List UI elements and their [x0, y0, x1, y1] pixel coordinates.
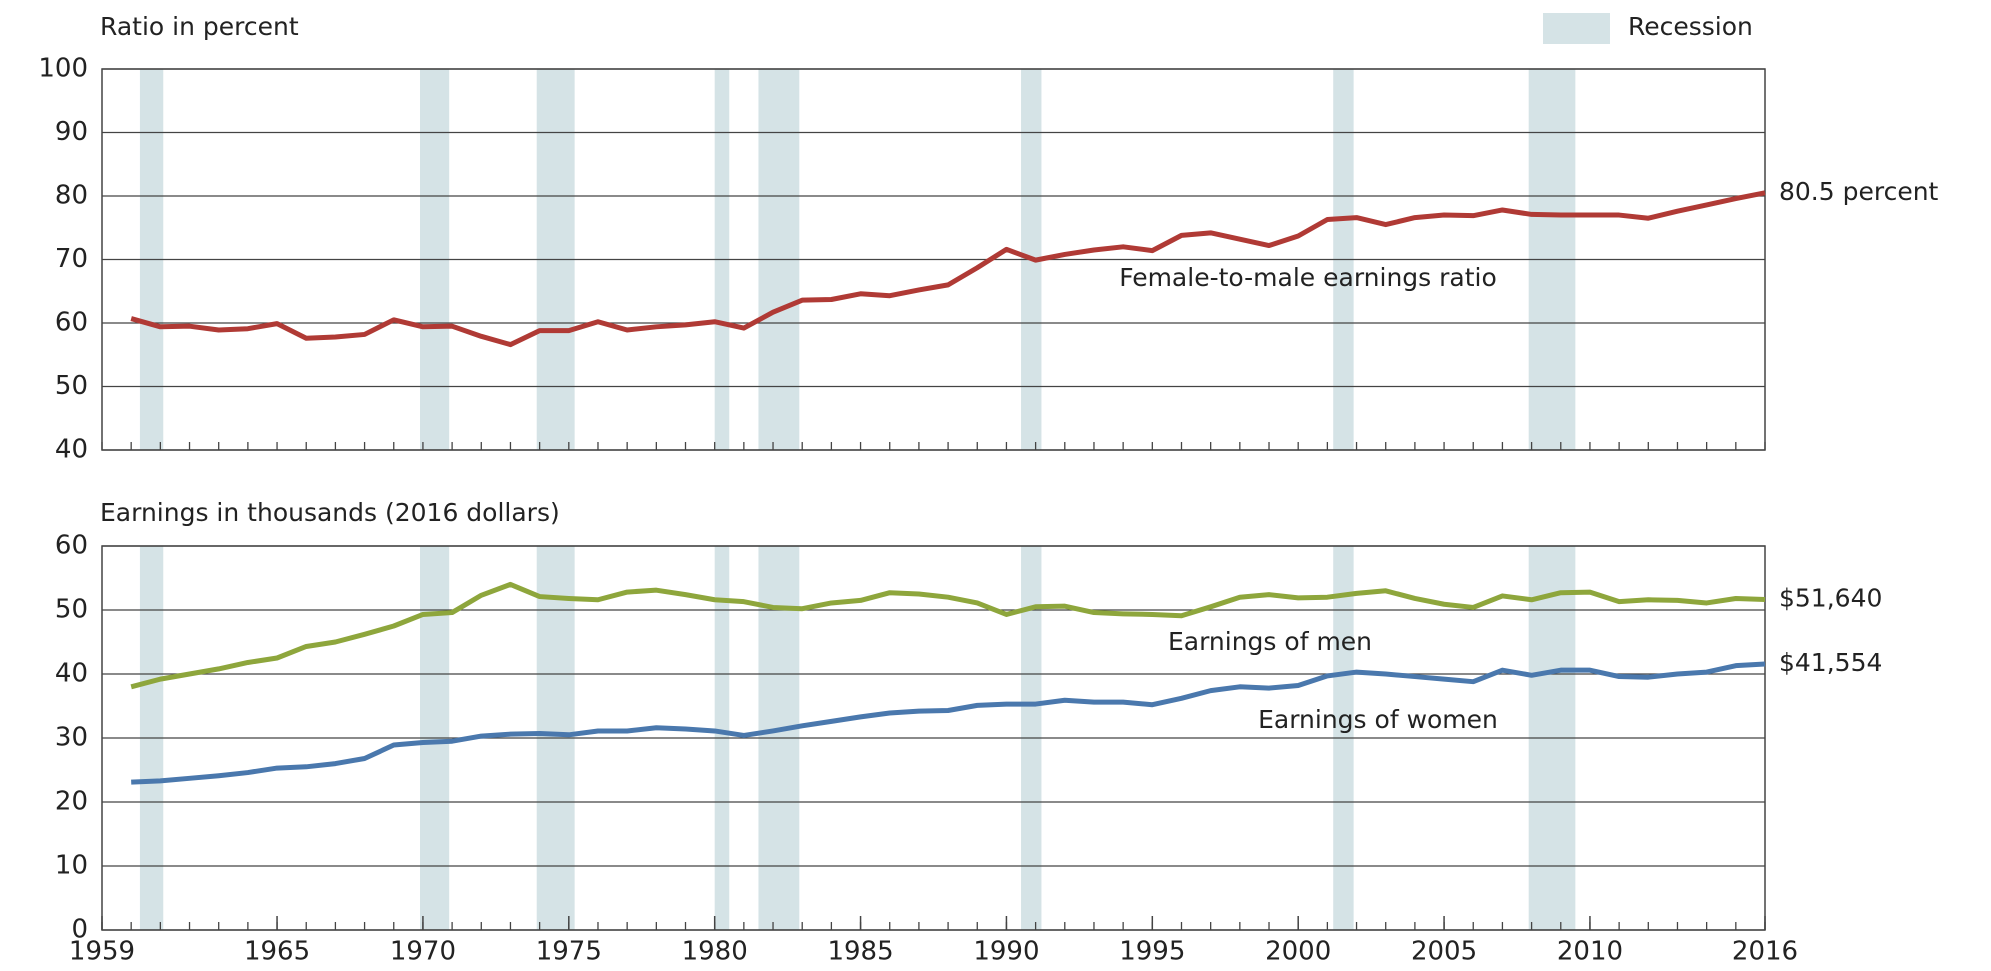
- x-tick-label: 2005: [1411, 937, 1477, 967]
- y-tick-label: 0: [71, 915, 88, 945]
- series-label: Earnings of women: [1258, 705, 1498, 734]
- y-tick-label: 50: [55, 595, 88, 625]
- x-tick-label: 1995: [1119, 937, 1185, 967]
- y-tick-label: 100: [38, 54, 88, 84]
- series-label: Earnings of men: [1168, 627, 1372, 656]
- x-tick-label: 2000: [1265, 937, 1331, 967]
- x-tick-label: 1990: [973, 937, 1039, 967]
- series-line: [131, 661, 1766, 785]
- series-line: [130, 190, 1766, 348]
- y-tick-label: 90: [55, 117, 88, 147]
- x-tick-label: 2010: [1557, 937, 1623, 967]
- y-tick-label: 40: [55, 659, 88, 689]
- y-tick-label: 60: [55, 531, 88, 561]
- value-label: $51,640: [1779, 584, 1882, 613]
- y-tick-label: 70: [55, 244, 88, 274]
- axis-title: Ratio in percent: [100, 12, 299, 41]
- plot-frame: [101, 68, 1766, 451]
- x-tick-label: 1965: [244, 937, 310, 967]
- legend-label: Recession: [1628, 12, 1753, 41]
- series-line: [130, 581, 1766, 690]
- x-tick-label: 1975: [536, 937, 602, 967]
- x-tick-label: 1985: [827, 937, 893, 967]
- y-tick-label: 40: [55, 435, 88, 465]
- legend-swatch: [1543, 13, 1610, 44]
- y-tick-label: 30: [55, 723, 88, 753]
- x-tick-label: 1970: [390, 937, 456, 967]
- y-tick-label: 10: [55, 851, 88, 881]
- value-label: 80.5 percent: [1779, 177, 1939, 206]
- y-tick-label: 60: [55, 308, 88, 338]
- value-label: $41,554: [1779, 648, 1882, 677]
- y-tick-label: 50: [55, 371, 88, 401]
- y-tick-label: 20: [55, 787, 88, 817]
- x-tick-label: 1959: [69, 937, 135, 967]
- axis-title: Earnings in thousands (2016 dollars): [100, 498, 560, 527]
- y-tick-label: 80: [55, 181, 88, 211]
- x-tick-label: 2016: [1732, 937, 1798, 967]
- plot-frame: [101, 545, 1766, 931]
- series-label: Female-to-male earnings ratio: [1119, 263, 1497, 292]
- x-tick-label: 1980: [682, 937, 748, 967]
